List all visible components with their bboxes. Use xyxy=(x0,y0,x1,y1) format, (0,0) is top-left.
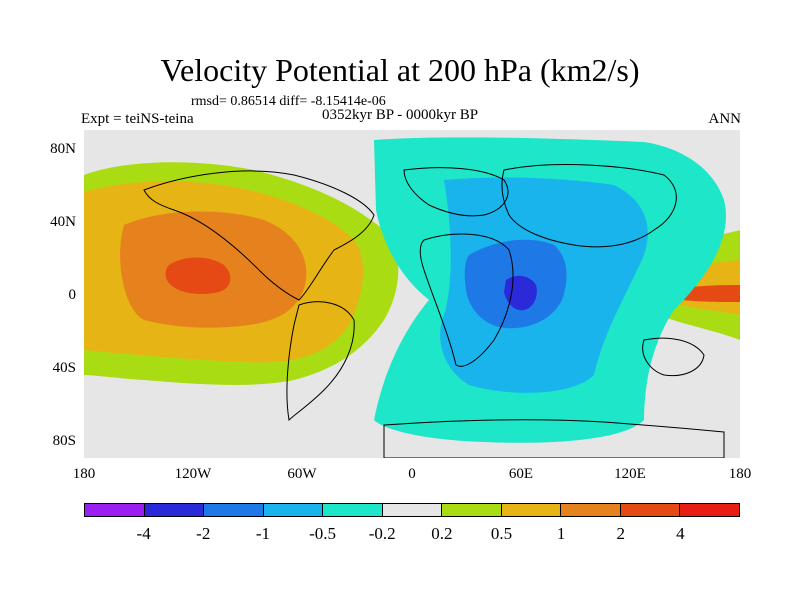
colorbar-swatch xyxy=(382,504,443,516)
lon-label-60e: 60E xyxy=(508,466,534,482)
lon-label-120e: 120E xyxy=(614,466,646,482)
stats-label: rmsd= 0.86514 diff= -8.15414e-06 xyxy=(191,94,386,109)
season-label: ANN xyxy=(708,111,742,127)
colorbar-swatch xyxy=(323,504,383,516)
colorbar-swatch xyxy=(561,504,621,516)
velocity-potential-map xyxy=(84,130,740,458)
lon-label-180e: 180 xyxy=(728,466,752,482)
colorbar-swatch xyxy=(442,504,502,516)
map-title: Velocity Potential at 200 hPa (km2/s) xyxy=(160,52,640,88)
colorbar-swatch xyxy=(263,504,324,516)
colorbar-swatch xyxy=(680,504,740,516)
contour-pos-2 xyxy=(165,257,231,294)
colorbar xyxy=(84,503,740,517)
coastlines xyxy=(143,164,725,458)
lon-label-0: 0 xyxy=(408,466,416,482)
experiment-label: Expt = teiNS-teina xyxy=(81,111,194,127)
lat-label-40n: 40N xyxy=(50,214,76,230)
colorbar-tick-label: 2 xyxy=(616,524,625,543)
lat-label-eq: 0 xyxy=(68,287,77,303)
colorbar-tick-label: 0.2 xyxy=(431,524,453,543)
colorbar-swatch xyxy=(144,504,205,516)
colorbar-swatch xyxy=(204,504,264,516)
colorbar-tick-label: -0.5 xyxy=(309,524,336,543)
lon-label-180w: 180 xyxy=(72,466,96,482)
lat-label-40s: 40S xyxy=(52,360,76,376)
colorbar-tick-label: 1 xyxy=(556,524,566,543)
lon-label-60w: 60W xyxy=(287,466,317,482)
colorbar-swatch xyxy=(85,504,145,516)
colorbar-tick-label: 0.5 xyxy=(490,524,513,543)
lon-label-120w: 120W xyxy=(174,466,212,482)
colorbar-swatch xyxy=(620,504,681,516)
colorbar-tick-label: -2 xyxy=(196,524,211,543)
colorbar-tick-label: -1 xyxy=(255,524,270,543)
colorbar-tick-label: -0.2 xyxy=(368,524,396,543)
period-label: 0352kyr BP - 0000kyr BP xyxy=(322,107,479,123)
lat-label-80n: 80N xyxy=(50,141,76,157)
colorbar-tick-label: -4 xyxy=(136,524,151,543)
lat-label-80s: 80S xyxy=(52,433,76,449)
colorbar-tick-label: 4 xyxy=(676,524,685,543)
colorbar-swatch xyxy=(501,504,562,516)
